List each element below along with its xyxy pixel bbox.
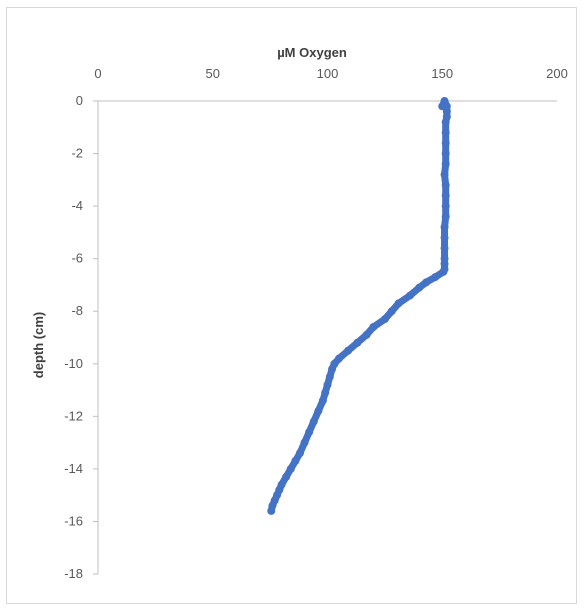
data-point [440, 233, 449, 242]
data-point [344, 346, 353, 355]
data-point [323, 380, 332, 389]
x-tick-label: 150 [431, 66, 453, 81]
data-point [362, 330, 371, 339]
x-axis-title: µM Oxygen [277, 45, 347, 60]
x-tick-label: 200 [546, 66, 568, 81]
y-tick-label: -12 [64, 408, 83, 423]
data-point [282, 472, 291, 481]
data-point [441, 202, 450, 211]
y-tick-label: -10 [64, 356, 83, 371]
y-tick-label: -8 [71, 303, 83, 318]
data-point [441, 139, 450, 148]
y-tick-label: -4 [71, 198, 83, 213]
data-point [394, 299, 403, 308]
data-point [431, 273, 440, 282]
data-point [295, 449, 304, 458]
x-tick-label: 100 [317, 66, 339, 81]
data-point [441, 212, 450, 221]
data-point [369, 322, 378, 331]
data-point [441, 149, 450, 158]
data-point [415, 283, 424, 292]
y-tick-label: 0 [76, 93, 83, 108]
data-point [300, 438, 309, 447]
data-point [353, 338, 362, 347]
data-point [318, 396, 327, 405]
y-tick-label: -18 [64, 566, 83, 581]
chart-frame: µM Oxygen depth (cm) 0 50 100 150 200 0 -2 -4 -… [6, 7, 577, 604]
y-tick-label: -6 [71, 251, 83, 266]
data-point [441, 118, 450, 127]
data-point [328, 365, 337, 374]
data-point [441, 128, 450, 137]
data-point [406, 291, 415, 300]
y-tick-label: -16 [64, 513, 83, 528]
data-point [291, 457, 300, 466]
x-tick-label: 50 [206, 66, 220, 81]
data-point [309, 417, 318, 426]
y-tick-label: -2 [71, 146, 83, 161]
data-point [267, 506, 276, 515]
data-point [441, 160, 450, 169]
series-trace [267, 97, 451, 515]
data-point [441, 191, 450, 200]
data-point [325, 372, 334, 381]
data-point [441, 181, 450, 190]
data-point [305, 428, 314, 437]
data-point [439, 267, 448, 276]
data-point [314, 407, 323, 416]
x-tick-label: 0 [94, 66, 101, 81]
data-point [321, 388, 330, 397]
data-point [440, 244, 449, 253]
data-point [334, 354, 343, 363]
data-point [380, 315, 389, 324]
data-point [440, 223, 449, 232]
data-point [286, 464, 295, 473]
data-point [440, 170, 449, 179]
data-point [422, 278, 431, 287]
y-axis-title: depth (cm) [31, 312, 46, 378]
data-point [387, 307, 396, 316]
y-tick-label: -14 [64, 461, 83, 476]
oxygen-depth-chart: µM Oxygen depth (cm) 0 50 100 150 200 0 -2 -4 -… [31, 45, 568, 581]
